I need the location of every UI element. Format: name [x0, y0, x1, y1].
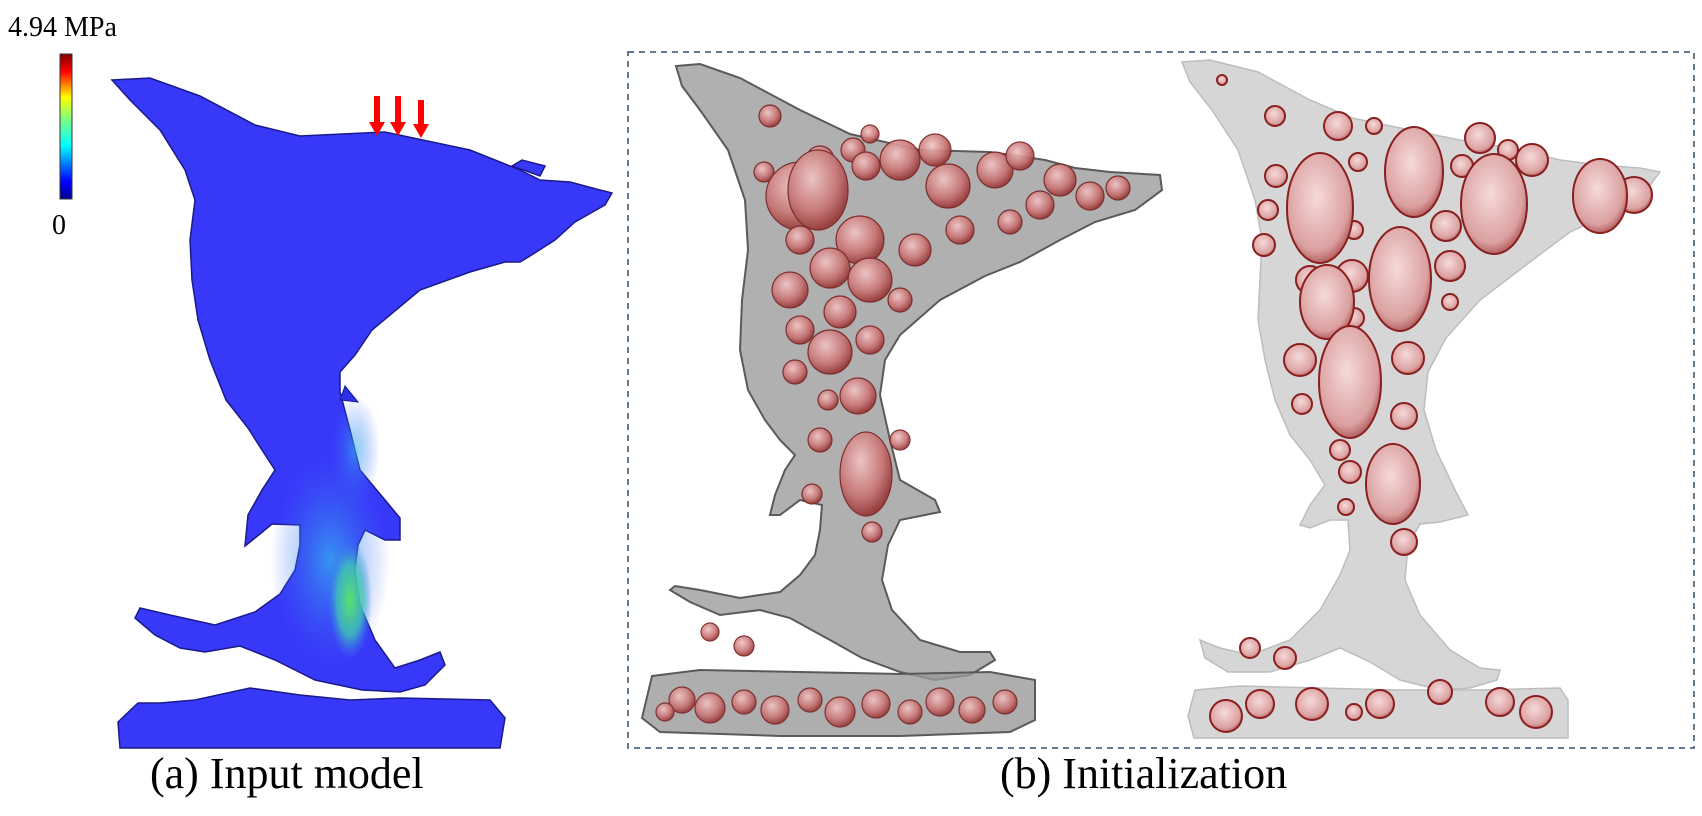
- initialization-frame: [627, 51, 1695, 749]
- caption-input-model: (a) Input model: [150, 749, 424, 798]
- down-arrow-icon: [390, 96, 406, 136]
- shell-void-spheres: [700, 104, 1131, 657]
- input-model: [110, 77, 614, 749]
- caption-initialization: (b) Initialization: [1000, 749, 1288, 798]
- load-arrows: [369, 96, 429, 138]
- stress-region-green: [328, 540, 372, 660]
- colorbar-max-label: 4.94 MPa: [8, 12, 117, 43]
- section-base-voids: [1209, 679, 1553, 733]
- base-plate-stress: [117, 687, 506, 749]
- down-arrow-icon: [413, 100, 429, 138]
- cross-section-view: [1180, 59, 1662, 739]
- dolphin-body-stress: [110, 77, 614, 693]
- colorbar-min-label: 0: [52, 210, 66, 241]
- shell-base-void-spheres: [655, 686, 1018, 728]
- section-voids: [1216, 74, 1653, 670]
- colorbar-gradient: [59, 53, 73, 200]
- colorbar: [59, 53, 73, 200]
- stress-region-cyan-upper: [330, 395, 380, 505]
- dolphin-dorsal-fin: [510, 159, 547, 177]
- down-arrow-icon: [369, 96, 385, 136]
- transparent-shell-view: [640, 62, 1164, 737]
